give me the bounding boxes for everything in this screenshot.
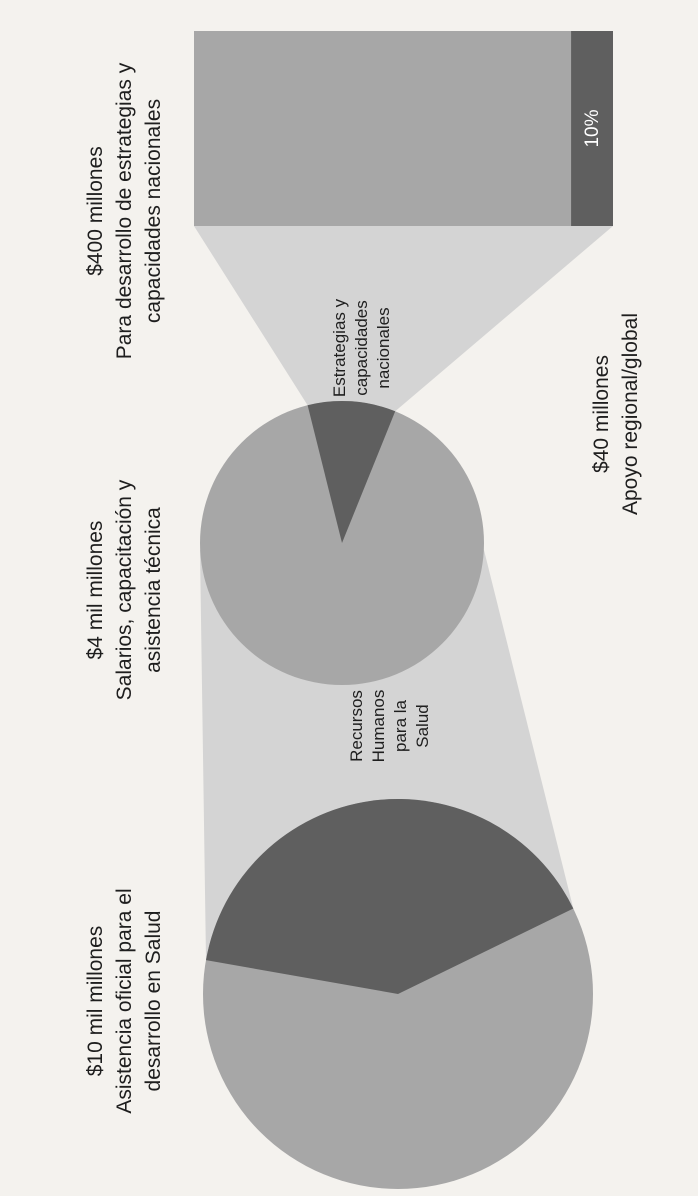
strategies-label-line1: Estrategias y: [330, 298, 349, 397]
callout-description: Apoyo regional/global: [619, 313, 642, 515]
bar-segment-nacionales: [194, 31, 613, 226]
pie-slice-recursos-humanos: [206, 798, 574, 994]
bar-segment-regional-global: [571, 31, 613, 226]
hrh-label-line3: para la: [391, 699, 410, 752]
level3-description-line2: capacidades nacionales: [142, 99, 165, 323]
level1-description-line2: desarrollo en Salud: [142, 911, 165, 1092]
hrh-label-line4: Salud: [413, 704, 432, 747]
level3-description-line1: Para desarrollo de estrategias y: [113, 62, 136, 359]
callout-amount: $40 millones: [590, 355, 613, 473]
bar-percent-label: 10%: [582, 109, 603, 147]
hrh-label-line1: Recursos: [347, 690, 366, 762]
level2-amount: $4 mil millones: [84, 521, 107, 660]
level2-description-line2: asistencia técnica: [142, 507, 165, 673]
rotated-chart-group: 10% $10 mil millones Asistencia oficial …: [84, 31, 642, 1189]
level3-amount: $400 millones: [84, 146, 107, 276]
level1-description-line1: Asistencia oficial para el: [113, 888, 136, 1113]
connector-band-strategies: [194, 226, 613, 412]
strategies-label-line2: capacidades: [352, 300, 371, 395]
hrh-label-line2: Humanos: [369, 690, 388, 763]
strategies-label-line3: nacionales: [374, 307, 393, 388]
pie-slice-estrategias: [307, 401, 396, 543]
level1-amount: $10 mil millones: [84, 926, 107, 1077]
level2-description-line1: Salarios, capacitación y: [113, 479, 136, 700]
